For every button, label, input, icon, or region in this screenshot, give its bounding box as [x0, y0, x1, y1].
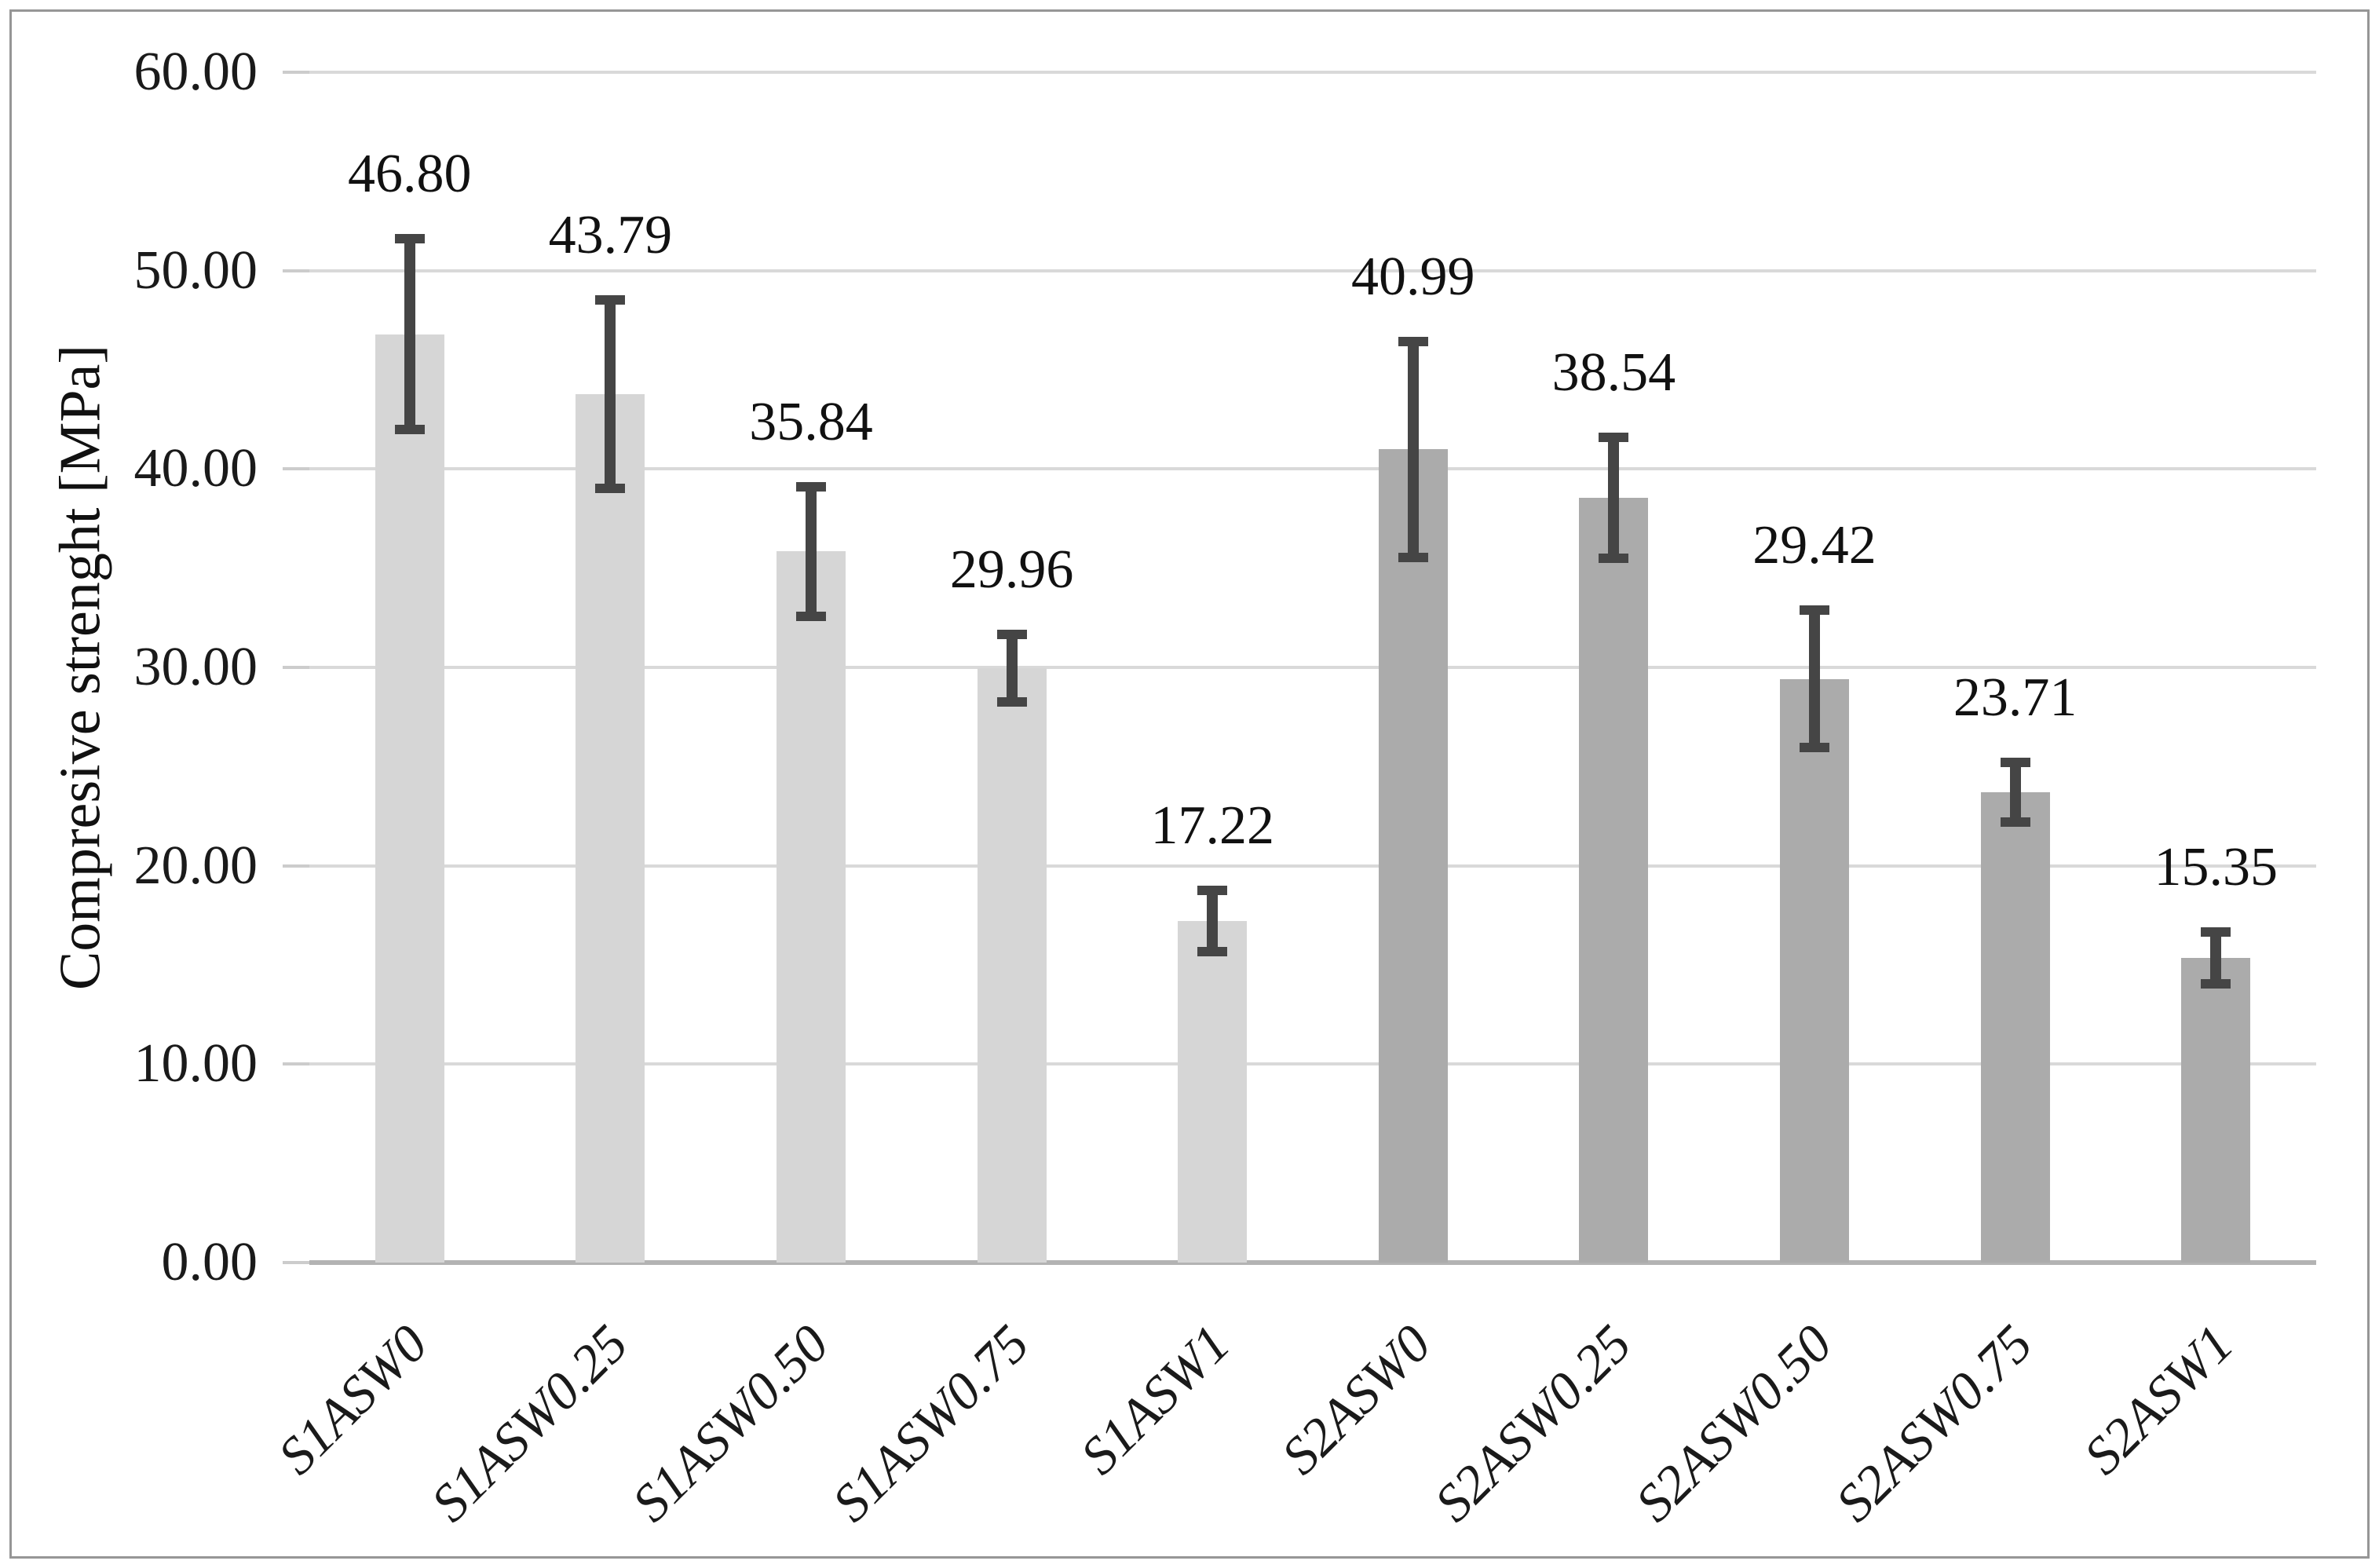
error-bar-top-cap [1599, 433, 1629, 443]
x-tick-label-S2ASW0.75: S2ASW0.75 [1824, 1313, 2045, 1533]
error-bar-top-cap [595, 294, 626, 305]
x-tick-label-S1ASW0: S1ASW0 [265, 1313, 439, 1486]
gridline [309, 1062, 2316, 1066]
error-bar-bottom-cap [394, 424, 425, 434]
x-tick-label-S1ASW1: S1ASW1 [1069, 1313, 1241, 1486]
error-bar-bottom-cap [1800, 742, 1829, 752]
y-axis-tick [283, 1261, 309, 1264]
bar-S2ASW0.25 [1579, 498, 1649, 1263]
x-tick-label-S2ASW0.25: S2ASW0.25 [1423, 1313, 1643, 1533]
bar-S1ASW0 [375, 334, 444, 1263]
gridline [309, 864, 2316, 868]
error-bar-bottom-cap [2201, 979, 2231, 989]
y-axis-tick [283, 1062, 309, 1066]
x-axis-line [309, 1260, 2316, 1265]
data-label: 29.96 [949, 539, 1074, 601]
x-tick-label-S1ASW0.25: S1ASW0.25 [419, 1313, 639, 1533]
error-bar-bottom-cap [796, 611, 826, 621]
y-tick-label: 50.00 [133, 239, 258, 301]
data-label: 35.84 [749, 392, 873, 453]
gridline [309, 269, 2316, 272]
y-axis-tick [283, 269, 309, 272]
bar-S2ASW0.50 [1780, 678, 1849, 1263]
error-bar-stem [605, 299, 616, 488]
bar-S2ASW1 [2181, 958, 2251, 1263]
error-bar-stem [1407, 341, 1419, 558]
error-bar-stem [404, 239, 415, 429]
data-label: 17.22 [1150, 795, 1274, 856]
y-tick-label: 0.00 [161, 1232, 258, 1292]
data-label: 29.42 [1752, 515, 1877, 576]
error-bar-top-cap [2201, 927, 2231, 938]
data-label: 15.35 [2154, 837, 2278, 898]
error-bar-top-cap [1398, 336, 1428, 346]
gridline [309, 666, 2316, 669]
error-bar-bottom-cap [1599, 554, 1629, 564]
error-bar-top-cap [394, 234, 425, 244]
data-label: 38.54 [1551, 342, 1676, 404]
bar-S2ASW0.75 [1980, 791, 2050, 1263]
error-bar-stem [1809, 610, 1820, 747]
error-bar-stem [1207, 890, 1219, 952]
data-label: 46.80 [348, 144, 472, 205]
y-axis-tick [283, 467, 309, 471]
error-bar-stem [2009, 762, 2021, 822]
bar-S2ASW0 [1378, 449, 1448, 1263]
y-axis-tick [283, 71, 309, 74]
data-label: 40.99 [1351, 246, 1475, 307]
error-bar-bottom-cap [996, 696, 1027, 707]
gridline [309, 71, 2316, 74]
x-tick-label-S2ASW0: S2ASW0 [1269, 1313, 1442, 1486]
bar-S1ASW0.50 [777, 551, 846, 1263]
y-axis-tick [283, 864, 309, 868]
bar-S1ASW1 [1178, 920, 1248, 1263]
y-tick-label: 60.00 [133, 42, 258, 102]
error-bar-bottom-cap [2000, 817, 2030, 827]
error-bar-stem [1006, 634, 1018, 702]
x-tick-label-S1ASW0.50: S1ASW0.50 [620, 1313, 840, 1533]
error-bar-stem [806, 487, 817, 616]
error-bar-top-cap [2000, 758, 2030, 768]
gridline [309, 467, 2316, 471]
error-bar-bottom-cap [1197, 947, 1228, 957]
y-axis-tick [283, 666, 309, 669]
x-tick-label-S2ASW0.50: S2ASW0.50 [1624, 1313, 1844, 1533]
y-tick-label: 10.00 [133, 1033, 258, 1095]
x-tick-label-S1ASW0.75: S1ASW0.75 [820, 1313, 1041, 1533]
bar-S1ASW0.75 [977, 668, 1047, 1263]
data-label: 43.79 [548, 204, 673, 265]
error-bar-top-cap [796, 482, 826, 492]
y-tick-label: 20.00 [133, 835, 258, 896]
error-bar-bottom-cap [1398, 553, 1428, 563]
error-bar-top-cap [996, 630, 1027, 640]
error-bar-top-cap [1197, 885, 1228, 895]
y-tick-label: 30.00 [133, 637, 258, 697]
error-bar-bottom-cap [595, 483, 626, 493]
data-label: 23.71 [1953, 667, 2078, 729]
error-bar-stem [1608, 437, 1620, 559]
error-bar-top-cap [1800, 605, 1829, 616]
x-tick-label-S2ASW1: S2ASW1 [2072, 1313, 2245, 1486]
y-axis-title: Compresive strenght [MPa] [48, 344, 113, 991]
bar-S1ASW0.25 [576, 393, 645, 1263]
y-tick-label: 40.00 [133, 438, 258, 499]
error-bar-stem [2210, 932, 2222, 984]
